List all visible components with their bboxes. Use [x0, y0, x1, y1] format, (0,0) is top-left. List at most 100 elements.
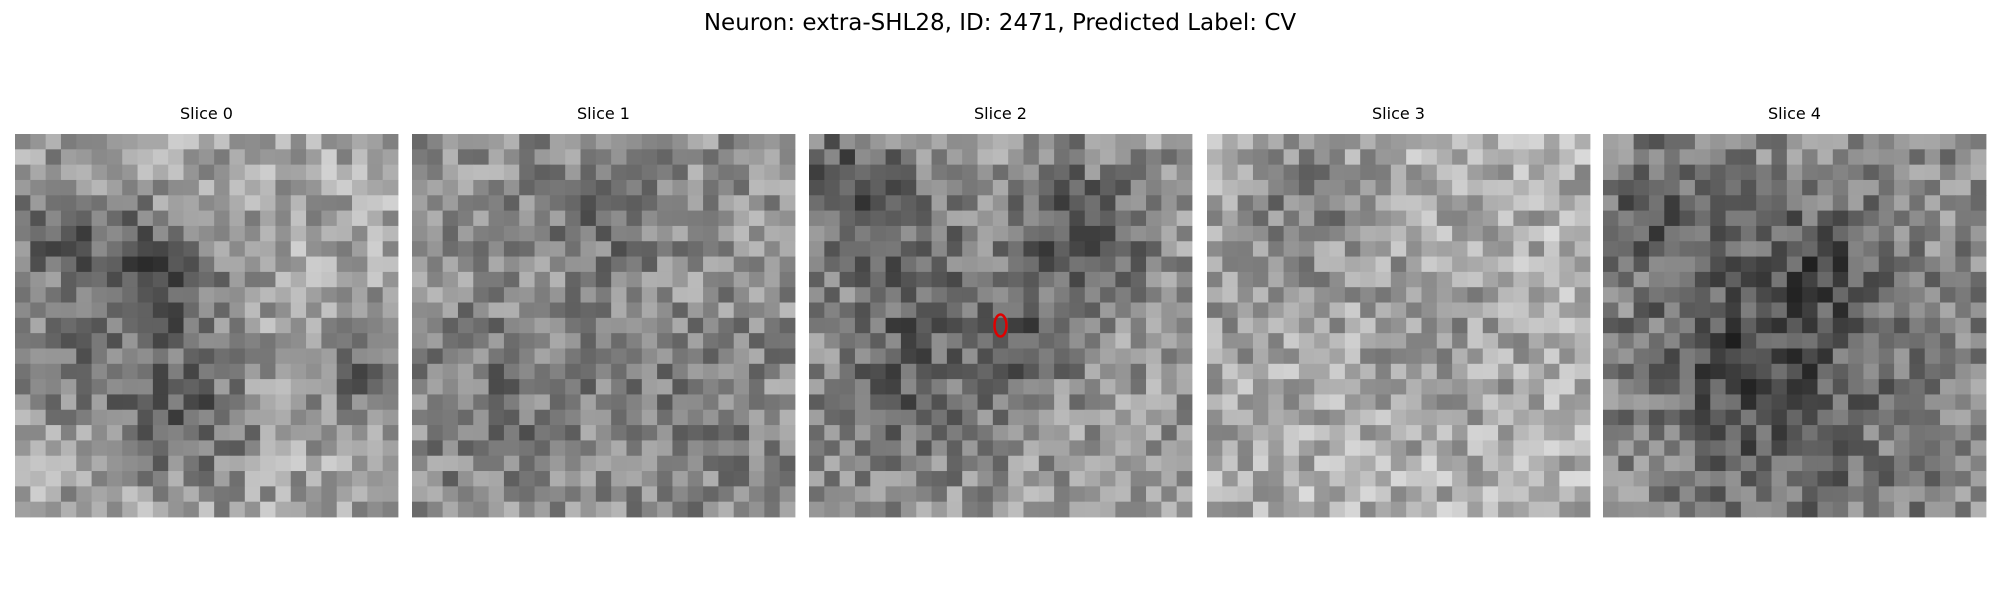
pixel	[1207, 333, 1223, 349]
pixel	[1498, 241, 1514, 257]
pixel	[1544, 241, 1560, 257]
pixel	[352, 348, 368, 365]
pixel	[977, 333, 994, 349]
pixel	[1544, 149, 1560, 166]
pixel	[1222, 394, 1239, 411]
pixel	[549, 302, 566, 319]
pixel	[1528, 149, 1545, 166]
pixel	[764, 302, 781, 319]
pixel	[657, 164, 673, 181]
pixel	[1375, 501, 1392, 518]
pixel	[626, 486, 643, 503]
pixel	[1482, 348, 1499, 365]
pixel	[687, 501, 704, 518]
pixel	[580, 302, 597, 319]
pixel	[1544, 302, 1560, 319]
pixel	[931, 179, 948, 196]
pixel	[626, 241, 643, 257]
pixel	[137, 149, 154, 166]
pixel	[1832, 409, 1849, 426]
pixel	[824, 210, 841, 227]
pixel	[1559, 256, 1576, 273]
pixel	[962, 363, 978, 380]
pixel	[687, 210, 704, 227]
pixel	[1878, 302, 1895, 319]
pixel	[1360, 394, 1376, 411]
pixel	[168, 409, 184, 426]
pixel	[824, 363, 841, 380]
pixel	[1146, 379, 1162, 395]
pixel	[76, 271, 92, 288]
pixel	[854, 287, 871, 303]
pixel	[1406, 256, 1422, 273]
pixel	[1633, 225, 1650, 242]
pixel	[1482, 210, 1499, 227]
pixel	[1756, 486, 1772, 503]
pixel	[214, 164, 230, 181]
pixel	[900, 348, 917, 365]
pixel	[1452, 348, 1468, 365]
pixel	[1498, 486, 1514, 503]
pixel	[229, 455, 246, 472]
pixel	[306, 471, 322, 487]
pixel	[1924, 210, 1941, 227]
pixel	[1603, 348, 1619, 365]
pixel	[1038, 317, 1055, 334]
pixel	[1603, 271, 1619, 288]
pixel	[260, 455, 276, 472]
pixel	[1467, 149, 1484, 166]
pixel	[1008, 363, 1024, 380]
pixel	[931, 379, 948, 395]
pixel	[1482, 149, 1499, 166]
pixel	[336, 440, 353, 457]
pixel	[718, 425, 735, 441]
pixel	[1802, 225, 1818, 242]
pixel	[1482, 425, 1499, 441]
pixel	[382, 134, 399, 150]
pixel	[382, 425, 399, 441]
pixel	[1618, 471, 1635, 487]
pixel	[1329, 179, 1346, 196]
pixel	[198, 179, 215, 196]
pixel	[1710, 210, 1726, 227]
pixel	[1786, 394, 1803, 411]
pixel	[321, 149, 338, 166]
pixel	[412, 134, 428, 150]
panel-title: Slice 4	[1768, 104, 1821, 123]
pixel	[1023, 394, 1040, 411]
pixel	[718, 164, 735, 181]
pixel	[1084, 256, 1101, 273]
pixel	[1176, 241, 1193, 257]
pixel	[1528, 394, 1545, 411]
pixel	[1513, 302, 1530, 319]
pixel	[1207, 363, 1223, 380]
pixel	[1832, 302, 1849, 319]
pixel	[733, 440, 750, 457]
pixel	[1740, 271, 1757, 288]
pixel	[931, 256, 948, 273]
pixel	[106, 486, 123, 503]
pixel	[1314, 225, 1330, 242]
pixel	[91, 317, 108, 334]
pixel	[1222, 271, 1239, 288]
pixel	[1452, 271, 1468, 288]
pixel	[1909, 486, 1926, 503]
pixel	[1406, 455, 1422, 472]
pixel	[611, 486, 627, 503]
pixel	[45, 425, 62, 441]
pixel	[1832, 348, 1849, 365]
pixel	[1940, 164, 1956, 181]
pixel	[1618, 210, 1635, 227]
pixel	[183, 241, 200, 257]
pixel	[1863, 241, 1880, 257]
pixel	[519, 179, 535, 196]
pixel	[1710, 440, 1726, 457]
pixel	[916, 149, 932, 166]
pixel	[565, 409, 581, 426]
pixel	[565, 271, 581, 288]
pixel	[931, 471, 948, 487]
pixel	[1528, 363, 1545, 380]
pixel	[1008, 225, 1024, 242]
pixel	[427, 501, 444, 518]
pixel	[1421, 302, 1438, 319]
